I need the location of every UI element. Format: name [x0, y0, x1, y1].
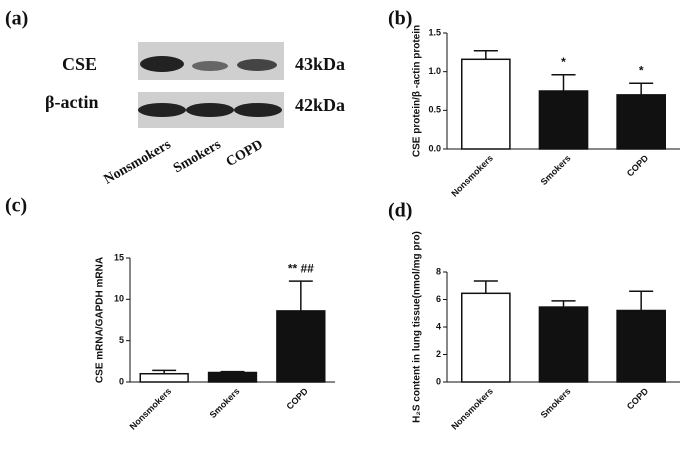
band [186, 103, 234, 117]
y-tick-label: 6 [436, 294, 441, 304]
lane-label: Smokers [171, 137, 224, 176]
x-tick-label: COPD [284, 386, 310, 412]
y-tick-label: 0.5 [428, 105, 441, 115]
y-tick-label: 8 [436, 266, 441, 276]
y-tick-label: 5 [119, 335, 124, 345]
x-tick-label: Smokers [539, 153, 573, 187]
x-tick-label: COPD [625, 386, 651, 412]
x-tick-label: Smokers [539, 386, 573, 420]
bar [461, 58, 511, 150]
blot-panel: (a) CSE β-actin 43kDa 42kDa Nonsmokers S… [5, 8, 345, 188]
lane-label: COPD [224, 137, 266, 170]
bar [139, 372, 189, 383]
y-tick-label: 4 [436, 321, 441, 331]
bar [616, 94, 666, 150]
bar [276, 310, 326, 383]
bar [207, 371, 258, 383]
y-axis-label: CSE mRNA/GAPDH mRNA [95, 257, 106, 383]
bar [461, 292, 511, 383]
y-tick-label: 1.0 [428, 66, 441, 76]
lane-label: Nonsmokers [101, 137, 174, 188]
y-tick-label: 15 [114, 252, 124, 262]
bar-chart: (c) CSE mRNA/GAPDH mRNA 0 5 10 15 Nonsmokers Sm… [5, 195, 335, 432]
annotation: * [639, 63, 644, 77]
size-label: 43kDa [295, 54, 345, 74]
size-label: 42kDa [295, 95, 345, 115]
y-tick-label: 10 [114, 294, 124, 304]
x-tick-label: Nonsmokers [128, 386, 174, 432]
x-tick-label: COPD [625, 153, 651, 179]
y-tick-label: 2 [436, 349, 441, 359]
y-axis-label: H₂S content in lung tissue(nmol/mg pro) [412, 231, 423, 423]
annotation: * [561, 55, 566, 69]
x-tick-label: Nonsmokers [449, 386, 495, 432]
x-tick-label: Smokers [208, 386, 242, 420]
y-axis-label: CSE protein/β -actin protein [412, 25, 423, 157]
band [192, 61, 228, 71]
band [140, 56, 184, 72]
band [237, 59, 277, 71]
panel-label: (d) [388, 200, 412, 222]
panel-label: (a) [5, 8, 28, 30]
y-tick-label: 0 [436, 376, 441, 386]
bar-chart: (d)H₂S content in lung tissue(nmol/mg pr… [388, 200, 680, 432]
row-label: CSE [62, 54, 97, 74]
bar [538, 306, 589, 383]
panel-label: (c) [5, 195, 27, 217]
x-tick-label: Nonsmokers [449, 153, 495, 199]
band [138, 103, 186, 117]
bar-chart: (b)CSE protein/β -actin protein 0.0 0.5 1.0… [388, 8, 680, 199]
bar [616, 309, 666, 383]
y-tick-label: 0.0 [428, 143, 441, 153]
panel-label: (b) [388, 8, 412, 30]
annotation: ** ## [288, 261, 314, 275]
row-label: β-actin [45, 92, 98, 112]
band [234, 103, 282, 117]
y-tick-label: 0 [119, 376, 124, 386]
bar [538, 90, 589, 150]
y-tick-label: 1.5 [428, 27, 441, 37]
